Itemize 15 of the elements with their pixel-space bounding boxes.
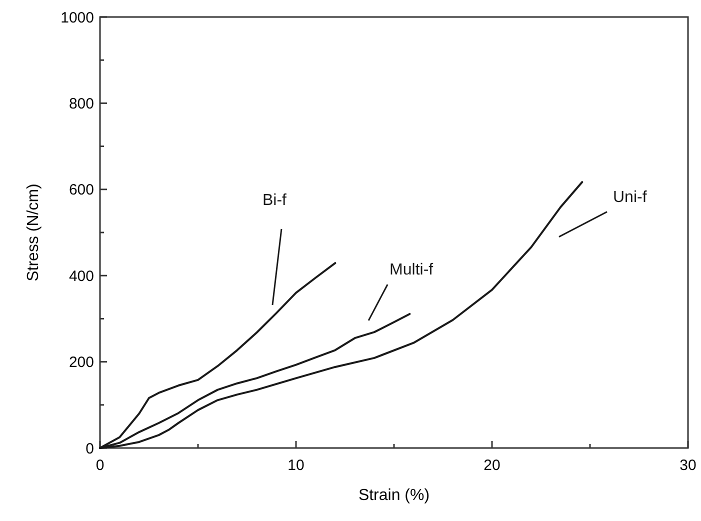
x-tick-label: 30 [680,457,696,474]
y-tick-label: 800 [68,95,94,112]
x-tick-label: 20 [484,457,500,474]
x-tick-label: 0 [96,457,104,474]
text: Multi-f [390,261,434,278]
y-tick-label: 400 [68,268,94,285]
series-label: Uni-f [613,188,648,206]
x-axis-title: Strain (%) [358,487,430,504]
x-tick-label: 10 [288,457,304,474]
y-tick-label: 0 [86,440,94,458]
y-axis-title: Stress (N/cm) [25,184,42,282]
text: Bi-f [262,192,288,209]
y-tick-label: 200 [68,354,94,372]
y-tick-label: 600 [68,182,94,199]
y-tick-label: 1000 [60,9,94,26]
